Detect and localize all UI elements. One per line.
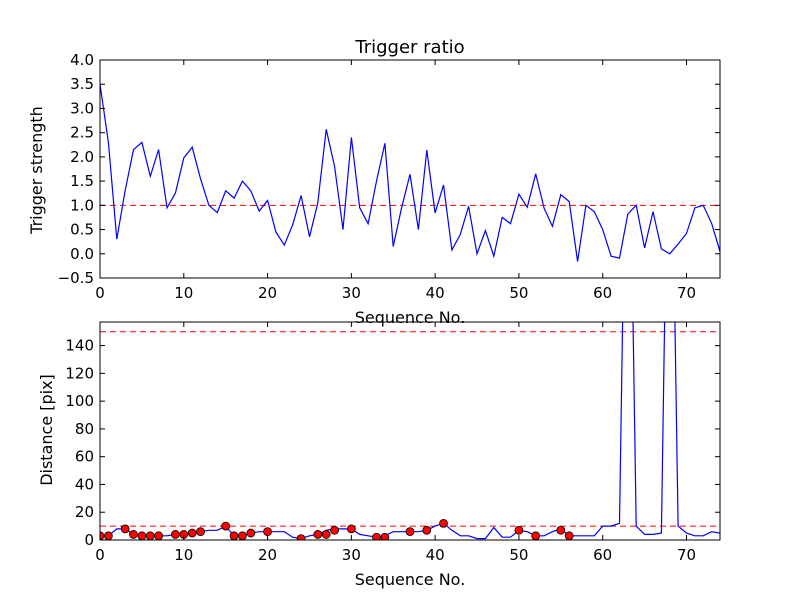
y-tick-label: 1.0 [70, 196, 94, 214]
data-point [346, 524, 356, 534]
data-point [120, 524, 130, 534]
data-point [531, 531, 541, 540]
y-tick-label: 120 [65, 364, 94, 382]
data-point [103, 531, 113, 540]
data-point [422, 525, 432, 535]
x-tick-label: 40 [426, 546, 445, 564]
y-tick-label: 40 [75, 475, 94, 493]
data-point [171, 530, 180, 539]
y-tick-label: 60 [75, 448, 94, 466]
data-point [380, 532, 390, 540]
top-panel: Trigger ratio Sequence No. Trigger stren… [27, 37, 721, 327]
bottom-x-axis-label: Sequence No. [355, 570, 466, 589]
top-y-axis-label: Trigger strength [27, 106, 46, 235]
y-tick-label: 100 [65, 392, 94, 410]
x-tick-label: 20 [258, 546, 277, 564]
y-tick-label: 0 [84, 531, 94, 549]
y-tick-label: 2.0 [70, 148, 94, 166]
top-plot-area: 0 10 20 30 40 50 60 70 −0.5 0.0 0.5 1.0 1.5 2.0 2.5 3.0… [58, 51, 721, 302]
data-point [564, 531, 574, 540]
y-tick-label: 3.5 [70, 75, 94, 93]
data-point [556, 525, 566, 535]
bottom-plot-area: 0 10 20 30 40 50 60 70 0 20 40 60 80 100 120 140 [65, 321, 721, 564]
bottom-panel: Sequence No. Distance [pix] 0 10 20 30 40 50 6… [37, 321, 721, 589]
data-point [263, 527, 272, 537]
y-tick-label: 0.5 [70, 221, 94, 239]
bottom-y-axis-label: Distance [pix] [37, 374, 56, 486]
top-x-axis-label: Sequence No. [355, 308, 466, 327]
x-tick-label: 10 [174, 546, 193, 564]
x-tick-label: 60 [593, 546, 612, 564]
data-point [137, 531, 147, 540]
data-point [196, 527, 205, 537]
x-tick-label: 70 [677, 284, 696, 302]
y-tick-label: 80 [75, 420, 94, 438]
series-line [100, 84, 720, 262]
data-point [514, 525, 524, 535]
x-tick-label: 10 [174, 284, 193, 302]
top-chart-title: Trigger ratio [354, 37, 464, 58]
y-tick-label: 3.0 [70, 99, 94, 117]
data-point [221, 521, 231, 531]
x-tick-label: 20 [258, 284, 277, 302]
data-point [439, 518, 448, 528]
x-tick-label: 50 [509, 284, 528, 302]
x-tick-label: 0 [95, 284, 105, 302]
x-tick-label: 40 [426, 284, 445, 302]
data-point [238, 531, 247, 540]
x-tick-label: 50 [509, 546, 528, 564]
y-tick-label: 2.5 [70, 124, 94, 142]
data-point [405, 527, 415, 537]
data-point [129, 530, 138, 539]
x-tick-label: 60 [593, 284, 612, 302]
x-tick-label: 30 [342, 546, 361, 564]
data-point [330, 525, 339, 535]
series-line [100, 322, 720, 540]
plot-frame [99, 321, 721, 541]
data-point [229, 531, 239, 540]
data-point [154, 531, 164, 540]
x-tick-label: 0 [95, 546, 105, 564]
data-point [145, 531, 155, 540]
y-tick-label: 140 [65, 337, 94, 355]
y-tick-label: 1.5 [70, 172, 94, 190]
x-tick-label: 30 [342, 284, 361, 302]
y-tick-label: 0.0 [70, 245, 94, 263]
x-tick-label: 70 [677, 546, 696, 564]
data-point [187, 528, 197, 538]
data-point [296, 534, 306, 540]
y-tick-label: −0.5 [58, 269, 94, 287]
data-point [313, 530, 323, 539]
data-point [246, 528, 256, 538]
plot-frame [99, 59, 721, 279]
y-tick-label: 20 [75, 503, 94, 521]
data-point [321, 530, 331, 539]
y-tick-label: 4.0 [70, 51, 94, 69]
